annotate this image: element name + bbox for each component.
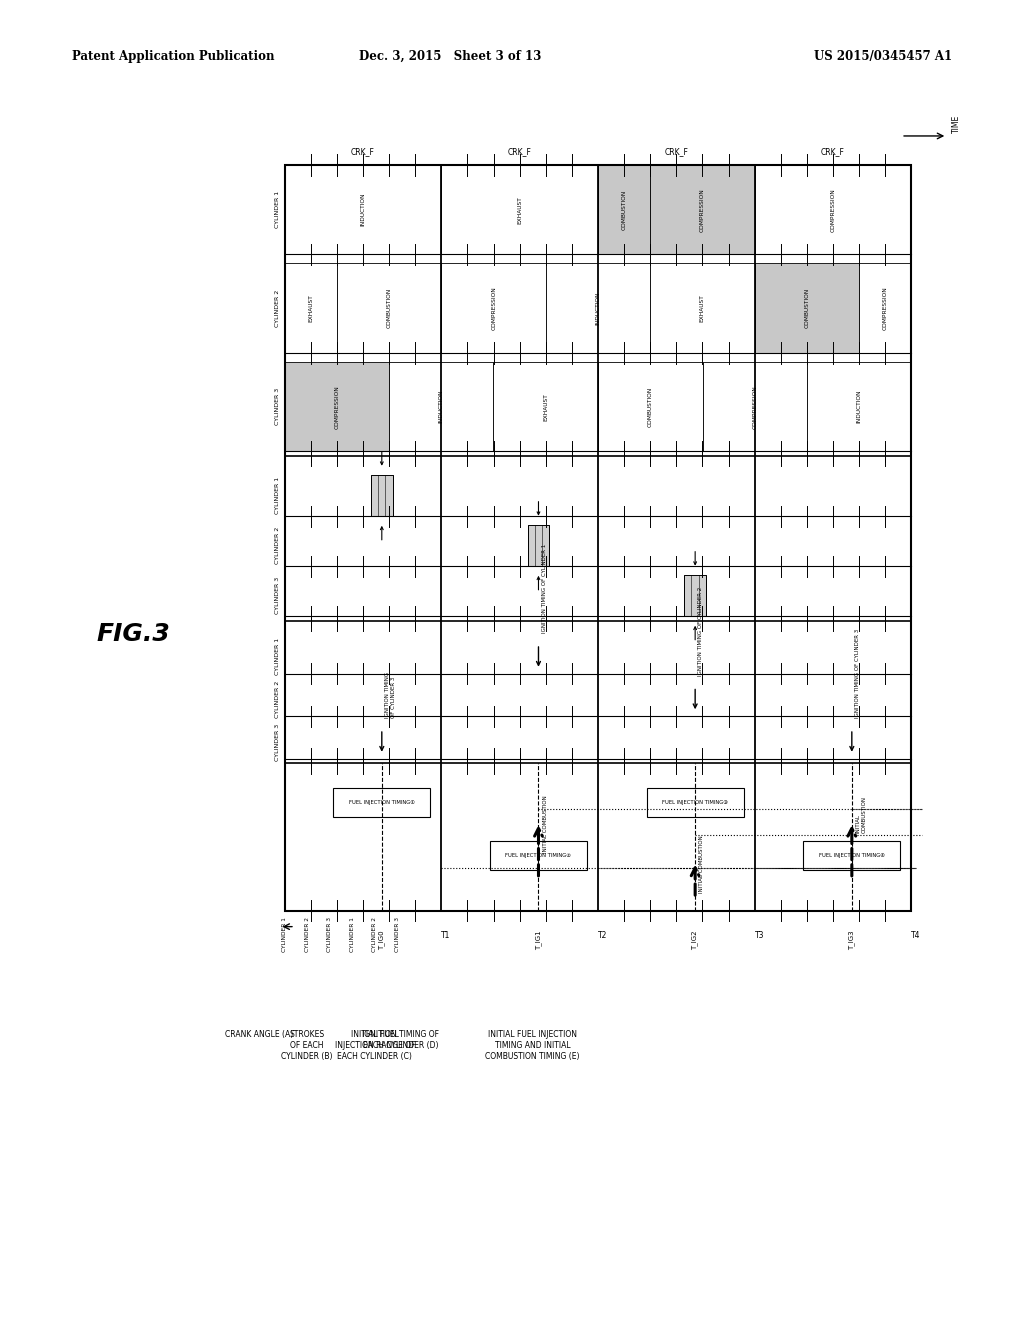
Text: CRK_F: CRK_F [665, 147, 688, 156]
Bar [494, 362, 598, 451]
Text: CRK_F: CRK_F [508, 147, 531, 156]
Text: Patent Application Publication: Patent Application Publication [72, 50, 274, 63]
Bar [441, 165, 598, 255]
Text: INDUCTION: INDUCTION [596, 292, 600, 325]
Text: IGNITION TIMING
OF CYLINDER 3: IGNITION TIMING OF CYLINDER 3 [385, 672, 395, 718]
Text: CYLINDER 2: CYLINDER 2 [305, 917, 309, 953]
Text: COMPRESSION: COMPRESSION [699, 187, 705, 231]
Text: CYLINDER 2: CYLINDER 2 [274, 289, 280, 327]
Bar [702, 362, 807, 451]
Text: CYLINDER 2: CYLINDER 2 [373, 917, 377, 953]
Bar [527, 525, 550, 566]
Bar [546, 264, 650, 352]
Text: T2: T2 [598, 931, 607, 940]
Text: COMPRESSION: COMPRESSION [830, 187, 836, 231]
Bar [598, 362, 702, 451]
Text: COMPRESSION: COMPRESSION [883, 286, 888, 330]
Text: COMPRESSION: COMPRESSION [492, 286, 497, 330]
Bar [285, 362, 389, 451]
Text: EXHAUST: EXHAUST [699, 294, 705, 322]
Text: T_IG3: T_IG3 [849, 931, 855, 950]
Text: COMBUSTION: COMBUSTION [648, 387, 653, 426]
Text: INITIAL
COMBUSTION: INITIAL COMBUSTION [856, 796, 866, 833]
Text: T_IG2: T_IG2 [692, 931, 698, 950]
Text: COMBUSTION: COMBUSTION [622, 190, 627, 230]
Text: CYLINDER 1: CYLINDER 1 [283, 917, 287, 952]
Text: INDUCTION: INDUCTION [856, 389, 861, 424]
Text: CYLINDER 3: CYLINDER 3 [274, 388, 280, 425]
Text: CYLINDER 3: CYLINDER 3 [274, 577, 280, 614]
Text: INDUCTION: INDUCTION [439, 389, 443, 424]
Text: COMBUSTION: COMBUSTION [386, 288, 391, 329]
Bar [598, 165, 650, 255]
Text: CYLINDER 3: CYLINDER 3 [395, 917, 399, 953]
Text: CYLINDER 1: CYLINDER 1 [274, 639, 280, 676]
Text: INITIAL FUEL
INJECTION RANGE OF
EACH CYLINDER (C): INITIAL FUEL INJECTION RANGE OF EACH CYL… [335, 1030, 415, 1061]
Text: IGNITION TIMING OF CYLINDER 2: IGNITION TIMING OF CYLINDER 2 [698, 586, 703, 676]
Text: COMPRESSION: COMPRESSION [335, 384, 340, 429]
Bar [285, 165, 441, 255]
Text: T3: T3 [755, 931, 764, 940]
Bar [333, 788, 430, 817]
Text: CYLINDER 1: CYLINDER 1 [274, 478, 280, 515]
Text: TIME: TIME [952, 115, 962, 133]
Text: FUEL INJECTION TIMING④: FUEL INJECTION TIMING④ [819, 853, 885, 858]
Text: T_IG0: T_IG0 [379, 931, 385, 950]
Bar [650, 165, 755, 255]
Bar [646, 788, 743, 817]
Text: CYLINDER 1: CYLINDER 1 [350, 917, 354, 952]
Text: US 2015/0345457 A1: US 2015/0345457 A1 [814, 50, 952, 63]
Bar [755, 264, 859, 352]
Bar [859, 264, 911, 352]
Bar [337, 264, 441, 352]
Bar [650, 264, 755, 352]
Text: INDUCTION: INDUCTION [360, 193, 366, 227]
Text: STROKES
OF EACH
CYLINDER (B): STROKES OF EACH CYLINDER (B) [282, 1030, 333, 1061]
Bar [371, 475, 393, 516]
Text: IGNITION TIMING OF
EACH CYLINDER (D): IGNITION TIMING OF EACH CYLINDER (D) [361, 1030, 439, 1049]
Text: T4: T4 [911, 931, 921, 940]
Bar [441, 264, 546, 352]
Text: INITIAL FUEL INJECTION
TIMING AND INITIAL
COMBUSTION TIMING (E): INITIAL FUEL INJECTION TIMING AND INITIA… [485, 1030, 580, 1061]
Bar [684, 576, 707, 616]
Bar [489, 841, 587, 870]
Text: INITIAL COMBUSTION: INITIAL COMBUSTION [543, 796, 548, 854]
Text: IGNITION TIMING OF CYLINDER 1: IGNITION TIMING OF CYLINDER 1 [542, 544, 547, 634]
Text: FIG.3: FIG.3 [96, 622, 170, 645]
Text: T1: T1 [441, 931, 451, 940]
Text: EXHAUST: EXHAUST [517, 195, 522, 223]
Text: FUEL INJECTION TIMING③: FUEL INJECTION TIMING③ [663, 800, 728, 805]
Text: EXHAUST: EXHAUST [543, 393, 548, 421]
Text: Dec. 3, 2015   Sheet 3 of 13: Dec. 3, 2015 Sheet 3 of 13 [359, 50, 542, 63]
Text: T_IG1: T_IG1 [536, 931, 542, 950]
Text: EXHAUST: EXHAUST [308, 294, 313, 322]
Text: INITIAL COMBUSTION: INITIAL COMBUSTION [699, 836, 705, 894]
Bar [389, 362, 494, 451]
Bar [807, 362, 911, 451]
Text: CRK_F: CRK_F [351, 147, 375, 156]
Bar [285, 165, 911, 911]
Text: FUEL INJECTION TIMING②: FUEL INJECTION TIMING② [506, 853, 571, 858]
Text: FUEL INJECTION TIMING①: FUEL INJECTION TIMING① [349, 800, 415, 805]
Text: CYLINDER 2: CYLINDER 2 [274, 681, 280, 718]
Text: CRK_F: CRK_F [821, 147, 845, 156]
Text: IGNITION TIMING OF CYLINDER 3: IGNITION TIMING OF CYLINDER 3 [855, 630, 860, 718]
Bar [755, 165, 911, 255]
Bar [803, 841, 900, 870]
Text: CYLINDER 2: CYLINDER 2 [274, 527, 280, 565]
Text: CYLINDER 1: CYLINDER 1 [274, 191, 280, 228]
Text: COMBUSTION: COMBUSTION [805, 288, 810, 329]
Text: CYLINDER 3: CYLINDER 3 [274, 723, 280, 760]
Text: CRANK ANGLE (A): CRANK ANGLE (A) [225, 1030, 293, 1039]
Text: COMPRESSION: COMPRESSION [753, 384, 757, 429]
Text: CYLINDER 3: CYLINDER 3 [328, 917, 332, 953]
Bar [285, 264, 337, 352]
